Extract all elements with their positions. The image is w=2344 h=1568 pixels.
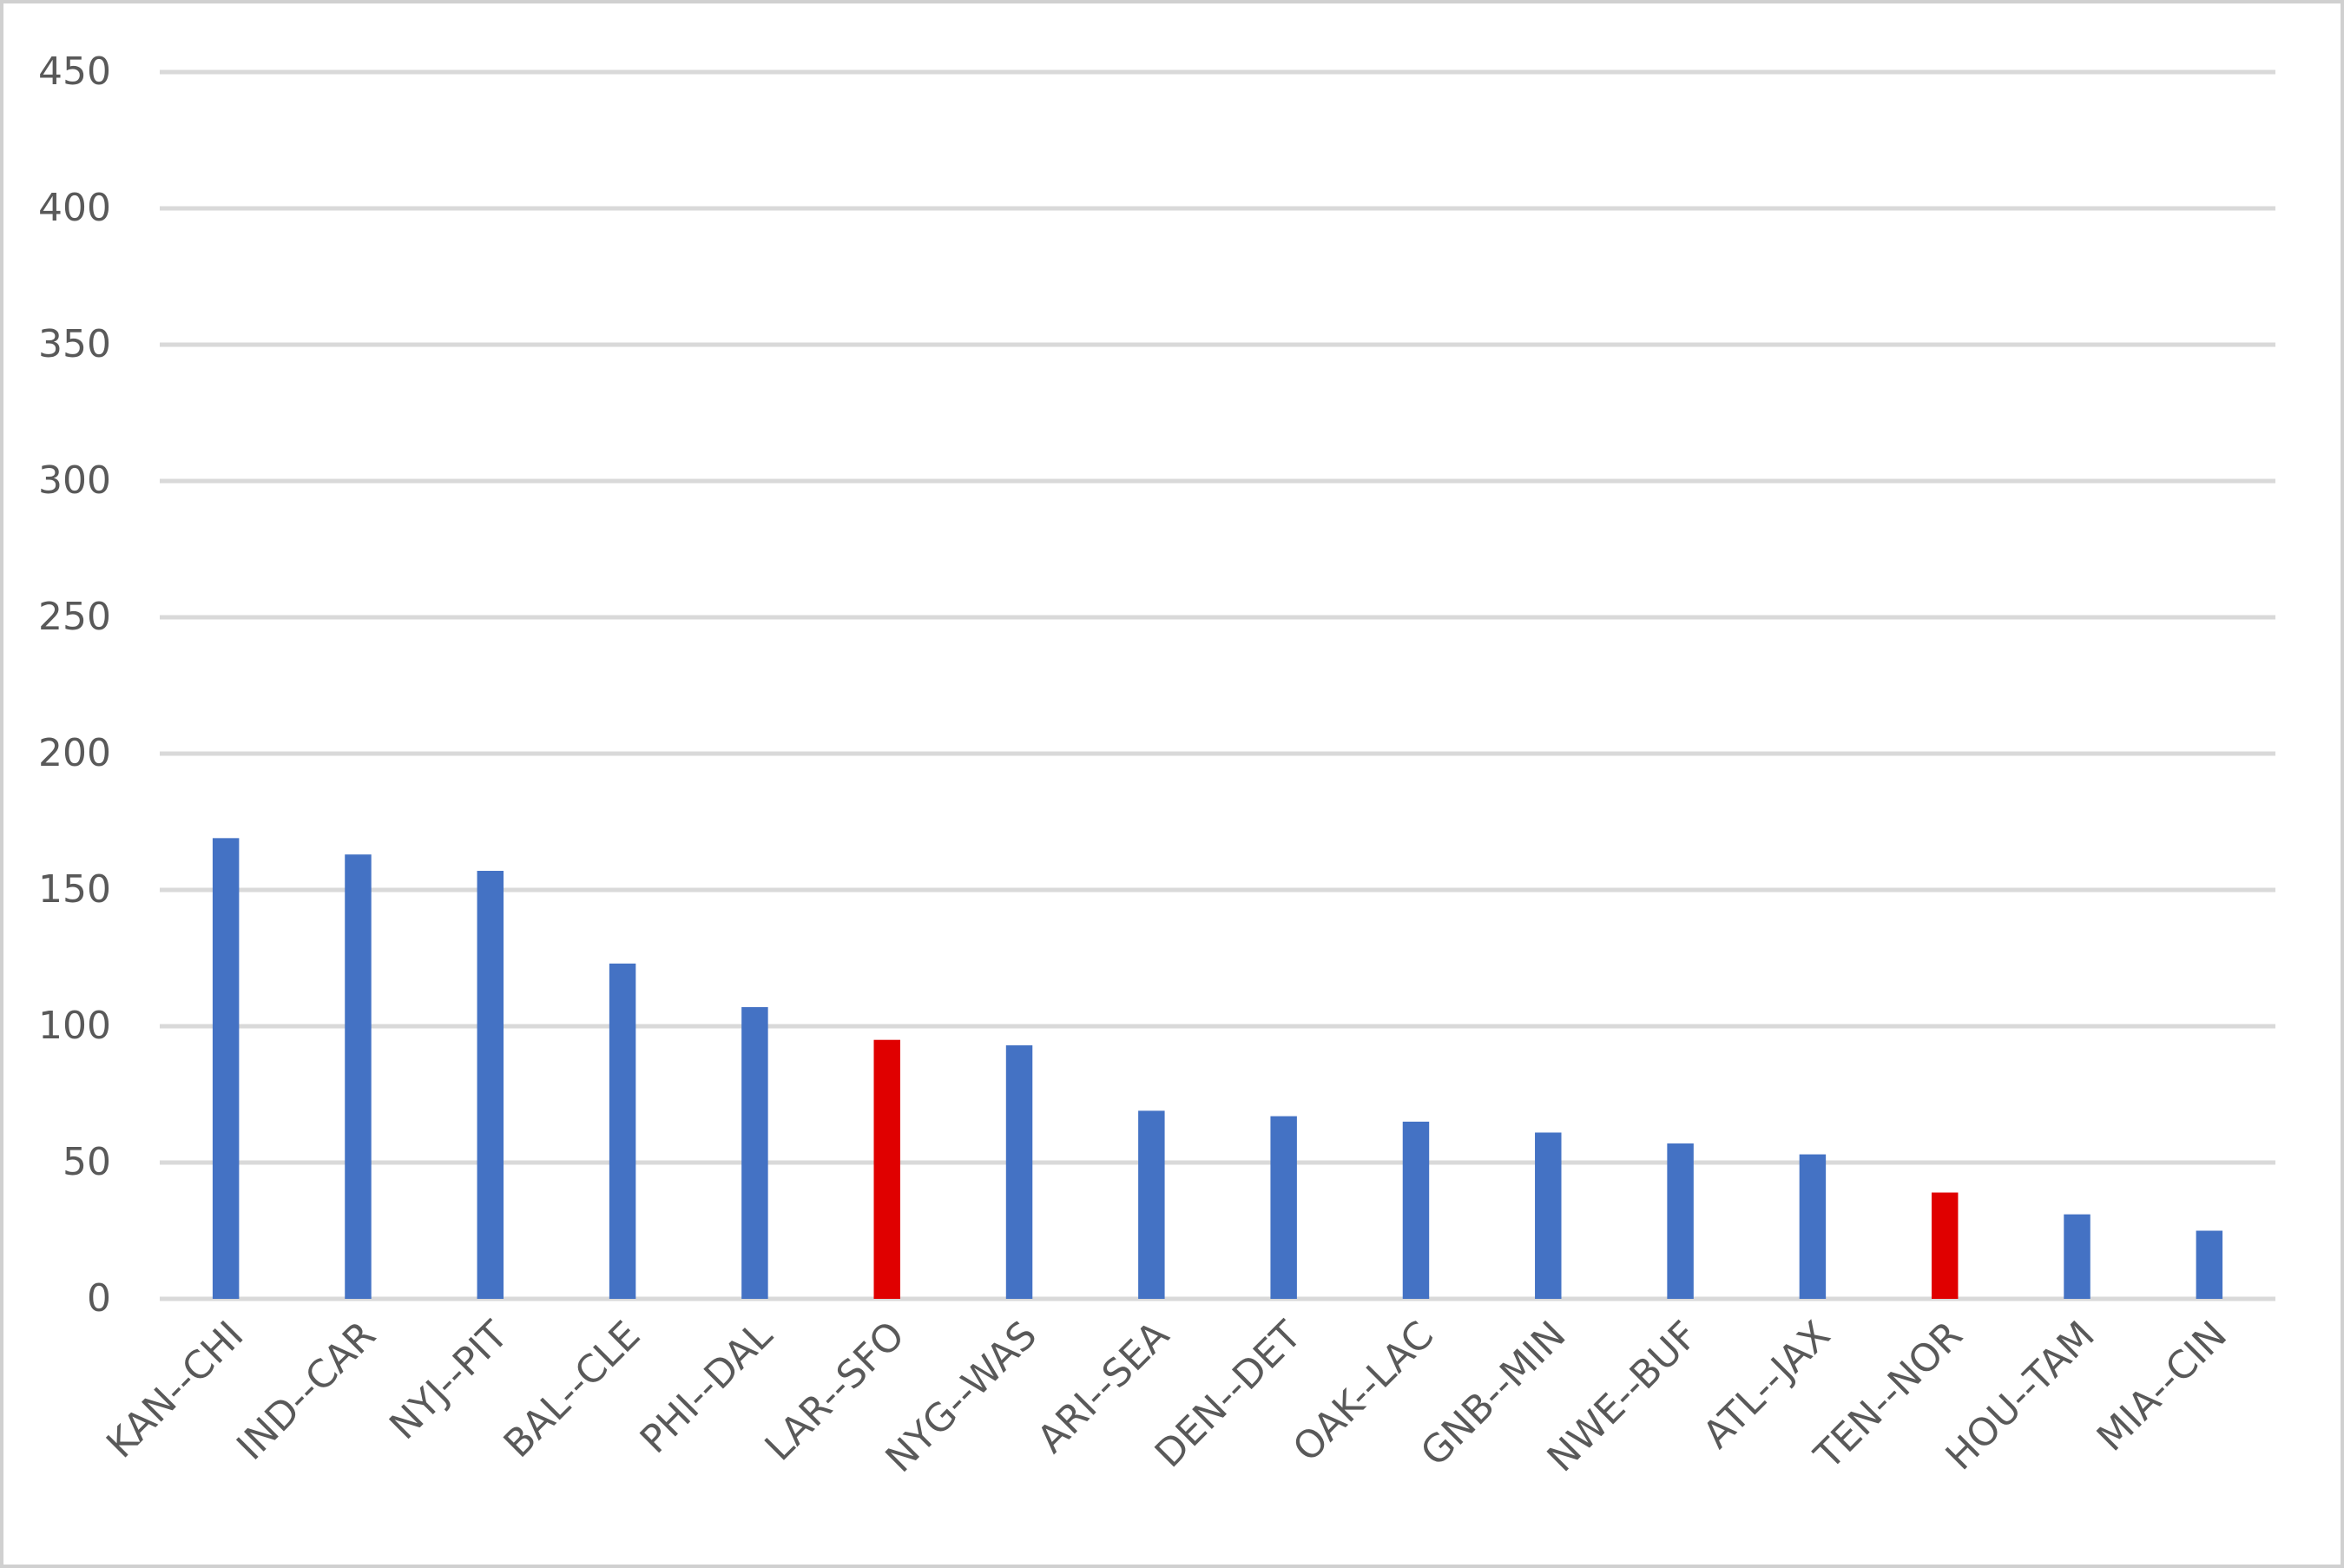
bar [1931,1192,1959,1299]
y-tick-label: 50 [63,1140,111,1184]
bar [873,1039,900,1299]
bar [609,963,636,1299]
y-tick-label: 400 [38,186,111,230]
bar [2064,1214,2091,1299]
y-tick-label: 350 [38,322,111,366]
bar [2196,1230,2223,1299]
bar [1402,1121,1430,1299]
bar [212,838,240,1299]
bar [741,1007,768,1299]
bar [1138,1110,1165,1299]
y-tick-label: 100 [38,1004,111,1048]
bar [1535,1132,1562,1299]
bar [1799,1154,1827,1299]
y-tick-label: 0 [87,1276,111,1321]
y-tick-label: 150 [38,867,111,912]
bar [1667,1143,1694,1299]
y-tick-label: 300 [38,458,111,503]
y-tick-label: 450 [38,49,111,94]
bar [1005,1044,1033,1299]
bar [477,871,504,1299]
y-tick-label: 250 [38,595,111,639]
y-tick-label: 200 [38,731,111,775]
bar [1270,1116,1297,1299]
bar [345,854,372,1299]
